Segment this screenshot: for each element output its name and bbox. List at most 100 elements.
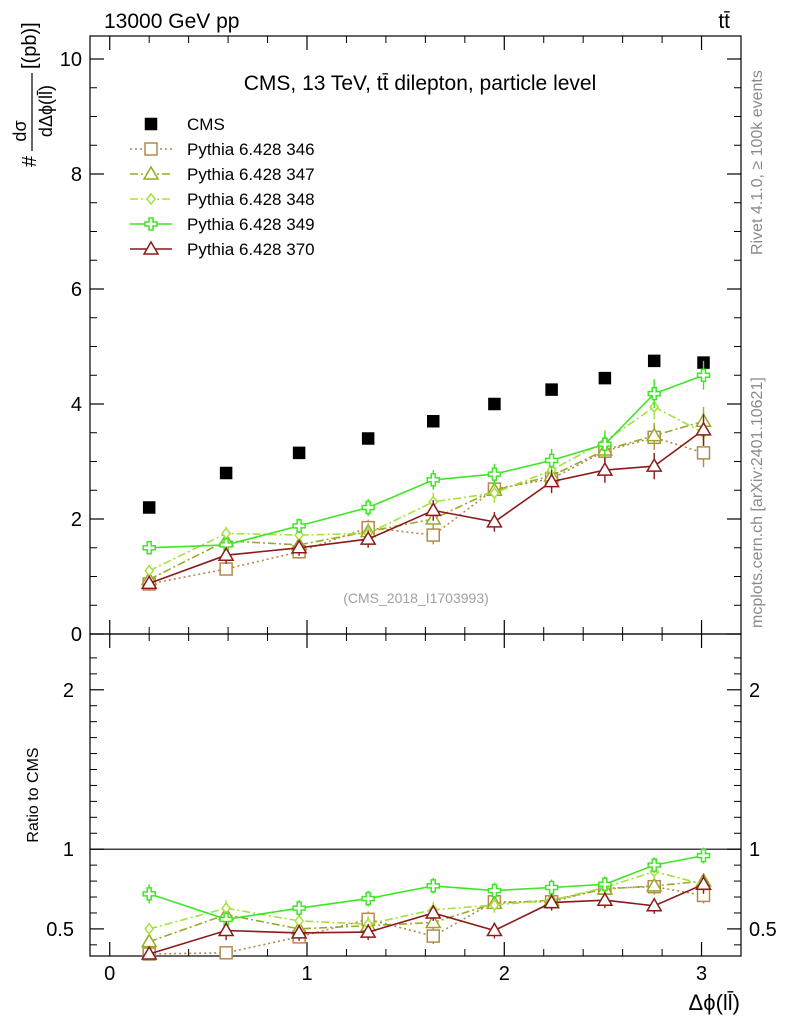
main-point-s348	[489, 486, 500, 500]
main-point-s348	[221, 527, 232, 540]
ratio-y-tick-label: 1	[63, 839, 74, 861]
main-point-cms	[598, 371, 612, 385]
ratio-point-s348	[489, 898, 500, 912]
legend-marker	[142, 165, 160, 180]
legend-marker	[144, 217, 158, 231]
rivet-label: Rivet 4.1.0, ≥ 100k events	[749, 70, 766, 255]
main-point-s370	[486, 513, 503, 528]
legend-item-s349: Pythia 6.428 349	[130, 215, 315, 234]
main-point-cms	[545, 383, 558, 396]
main-y-tick-label: 0	[71, 624, 82, 646]
ratio-point-s370	[596, 891, 614, 906]
legend-label: Pythia 6.428 348	[187, 190, 315, 209]
ratio-point-s349	[292, 901, 306, 915]
main-point-s346	[426, 528, 441, 542]
main-series-cms	[142, 354, 710, 514]
main-point-cms	[427, 415, 440, 428]
ratio-point-s347	[645, 877, 663, 892]
legend-label: CMS	[187, 115, 225, 134]
ratio-point-s349	[142, 887, 156, 901]
x-tick-label: 0	[104, 963, 115, 985]
ratio-y-tick-label: 2	[63, 680, 74, 702]
ratio-line-s347	[148, 880, 704, 943]
main-y-tick-label: 10	[60, 49, 82, 71]
ratio-point-s370	[695, 875, 712, 891]
ratio-point-s346	[219, 946, 233, 960]
legend-item-cms: CMS	[144, 115, 225, 134]
x-tick-label: 3	[696, 963, 707, 985]
ratio-point-s370	[290, 924, 308, 939]
main-point-s370	[543, 473, 560, 488]
ratio-point-s370	[645, 897, 663, 912]
main-point-s346	[696, 446, 711, 460]
main-point-cms	[361, 432, 375, 445]
main-point-s349	[696, 368, 711, 382]
legend-item-s348: Pythia 6.428 348	[130, 190, 315, 209]
ratio-point-s349	[544, 880, 559, 895]
ylabel-unit: [(pb)]	[19, 22, 41, 69]
ratio-point-s370	[424, 904, 442, 919]
main-point-cms	[292, 446, 306, 460]
main-y-tick-label: 8	[71, 164, 82, 186]
main-point-s370	[596, 461, 614, 476]
ratio-point-s347	[424, 914, 442, 929]
header-left: 13000 GeV pp	[104, 10, 239, 33]
ratio-point-s349	[696, 848, 711, 863]
legend-label: Pythia 6.428 370	[187, 240, 315, 259]
x-tick-label: 2	[499, 963, 510, 985]
ylabel-prefix: #	[19, 155, 41, 167]
main-series-s349	[142, 360, 711, 555]
header-right: tt̄	[718, 10, 730, 33]
ratio-series-layer	[140, 847, 712, 961]
main-point-cms	[488, 397, 501, 411]
main-point-s370	[359, 530, 377, 545]
legend-label: Pythia 6.428 347	[187, 165, 315, 184]
legend-marker	[144, 117, 158, 131]
mcplots-label: mcplots.cern.ch [arXiv:2401.10621]	[749, 377, 766, 628]
ratio-point-s370	[543, 894, 560, 909]
ratio-point-s349	[487, 883, 502, 898]
ylabel-numerator: dσ	[10, 120, 30, 141]
main-series-layer	[140, 354, 712, 591]
analysis-watermark: (CMS_2018_I1703993)	[343, 590, 489, 606]
ratio-y-tick-label: 0.5	[46, 919, 74, 941]
ylabel-denominator: dΔϕ(ll̄)	[36, 85, 56, 137]
main-point-s349	[544, 453, 559, 468]
main-point-s370	[290, 539, 308, 554]
legend-item-s370: Pythia 6.428 370	[130, 240, 315, 259]
ratio-point-s370	[217, 922, 235, 937]
main-point-s349	[487, 467, 502, 481]
legend-marker	[144, 142, 158, 156]
ratio-series-s370	[140, 874, 712, 960]
main-ylabel: # dσ dΔϕ(ll̄) [(pb)]	[10, 22, 56, 167]
ratio-point-s346	[426, 929, 441, 943]
ratio-axes: 0.5 0.5 1 1 2 2 0 1 2 3	[46, 634, 777, 985]
legend-item-s347: Pythia 6.428 347	[130, 165, 315, 184]
ratio-y-tick-label-right: 1	[749, 839, 760, 861]
ratio-point-s370	[486, 922, 503, 937]
ratio-series-s349	[142, 847, 711, 928]
main-line-s348	[148, 405, 704, 572]
main-series-s346	[142, 424, 711, 591]
main-point-s347	[645, 427, 663, 442]
ratio-line-s370	[148, 883, 704, 955]
main-point-cms	[647, 354, 661, 368]
ratio-line-s349	[148, 854, 704, 921]
main-point-s349	[292, 519, 306, 533]
main-point-s349	[598, 437, 612, 451]
ratio-line-s346	[149, 885, 704, 955]
ratio-y-tick-label-right: 0.5	[749, 919, 777, 941]
main-point-cms	[219, 466, 233, 480]
ratio-point-s349	[426, 879, 441, 893]
ratio-point-s370	[359, 923, 377, 938]
ratio-ylabel: Ratio to CMS	[25, 747, 42, 842]
main-point-s370	[217, 546, 235, 561]
ratio-point-s348	[144, 922, 155, 936]
main-line-s370	[148, 429, 704, 585]
legend-item-s346: Pythia 6.428 346	[130, 140, 315, 159]
main-point-s370	[140, 574, 158, 590]
main-point-s370	[424, 501, 442, 517]
main-line-s347	[148, 420, 704, 581]
ratio-series-s348	[144, 863, 709, 936]
legend-marker	[142, 240, 160, 255]
